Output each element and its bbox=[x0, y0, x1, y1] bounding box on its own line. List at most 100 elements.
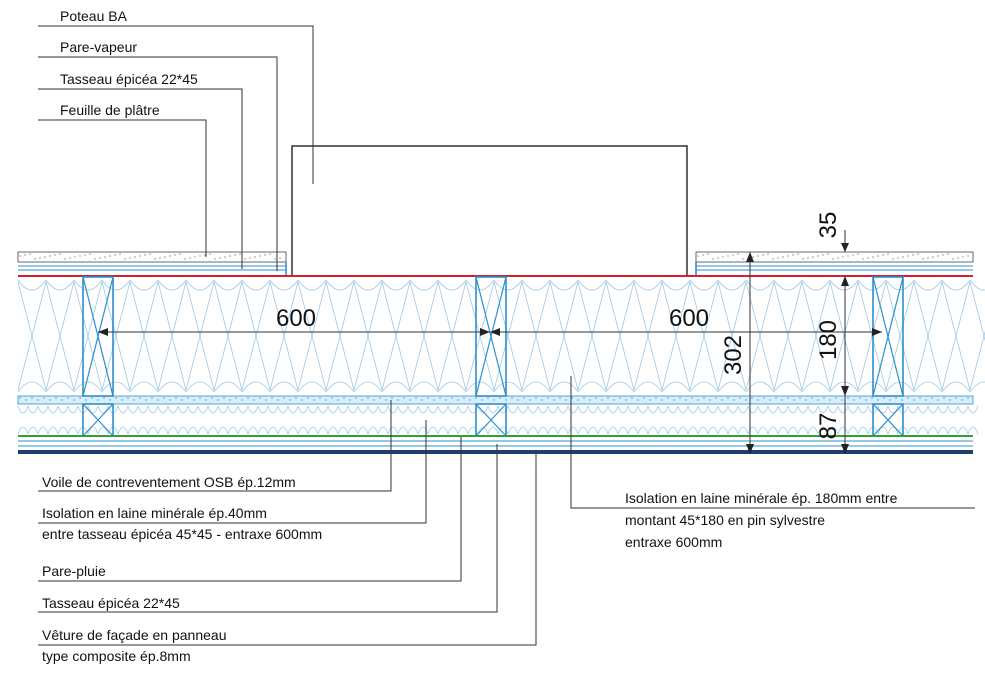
osb-speck bbox=[361, 399, 363, 401]
osb-speck bbox=[379, 397, 381, 399]
wool-loop bbox=[97, 426, 109, 435]
wool-fibre bbox=[17, 281, 47, 391]
wool-loop bbox=[101, 279, 131, 291]
osb-speck bbox=[547, 397, 549, 399]
wool-loop bbox=[633, 279, 663, 291]
plaster-speck bbox=[862, 258, 864, 260]
wool-loop bbox=[937, 405, 949, 414]
osb-speck bbox=[649, 399, 651, 401]
wool-loop bbox=[437, 405, 449, 414]
plaster-speck bbox=[239, 253, 241, 255]
outer-battens bbox=[82, 403, 904, 437]
plaster-speck bbox=[787, 255, 789, 257]
label-isolation-180-line3: entraxe 600mm bbox=[625, 534, 722, 550]
wool-loop bbox=[817, 405, 829, 414]
osb-speck bbox=[787, 397, 789, 399]
label-feuille-platre: Feuille de plâtre bbox=[60, 102, 160, 118]
osb-speck bbox=[385, 399, 387, 401]
stud-45x180 bbox=[475, 276, 507, 397]
plaster-speck bbox=[59, 253, 61, 255]
plaster-speck bbox=[214, 258, 216, 260]
osb-speck bbox=[145, 399, 147, 401]
osb-speck bbox=[397, 399, 399, 401]
osb-speck bbox=[841, 399, 843, 401]
wool-fibre bbox=[353, 281, 383, 391]
wool-loop bbox=[607, 426, 619, 435]
osb-speck bbox=[391, 397, 393, 399]
stud-cross bbox=[82, 276, 114, 397]
wool-loop bbox=[907, 426, 919, 435]
plaster-speck bbox=[777, 257, 779, 259]
osb-speck bbox=[793, 399, 795, 401]
plaster-speck bbox=[184, 258, 186, 260]
plaster-speck bbox=[44, 256, 46, 258]
wool-loop bbox=[227, 426, 239, 435]
plaster-speck bbox=[827, 253, 829, 255]
osb-speck bbox=[721, 399, 723, 401]
wool-fibre bbox=[185, 281, 215, 391]
wool-loop bbox=[409, 279, 439, 291]
wool-loop bbox=[857, 405, 869, 414]
osb-speck bbox=[151, 397, 153, 399]
plaster-speck bbox=[922, 258, 924, 260]
wool-loop bbox=[847, 405, 859, 414]
plaster-speck bbox=[189, 257, 191, 259]
wool-loop bbox=[257, 426, 269, 435]
dim-stud: 180 bbox=[815, 320, 842, 360]
wool-loop bbox=[327, 405, 339, 414]
plaster-speck bbox=[119, 253, 121, 255]
osb-speck bbox=[439, 397, 441, 399]
dim-total: 302 bbox=[720, 335, 747, 375]
wool-loop bbox=[45, 279, 75, 291]
osb-speck bbox=[553, 399, 555, 401]
osb-speck bbox=[577, 399, 579, 401]
osb-speck bbox=[199, 397, 201, 399]
osb-speck bbox=[673, 399, 675, 401]
wool-loop bbox=[727, 405, 739, 414]
wool-loop bbox=[327, 426, 339, 435]
wool-loop bbox=[745, 279, 775, 291]
wool-loop bbox=[427, 426, 439, 435]
wool-loop bbox=[605, 381, 635, 393]
wool-loop bbox=[717, 279, 747, 291]
wool-loop bbox=[185, 381, 215, 393]
label-veture-line2: type composite ép.8mm bbox=[42, 648, 191, 664]
wool-loop bbox=[217, 405, 229, 414]
osb-speck bbox=[823, 397, 825, 399]
wool-loop bbox=[241, 381, 271, 393]
wool-loop bbox=[409, 381, 439, 393]
osb-speck bbox=[241, 399, 243, 401]
osb-speck bbox=[427, 397, 429, 399]
wool-loop bbox=[137, 405, 149, 414]
dim-outer: 87 bbox=[815, 413, 842, 440]
osb-speck bbox=[265, 399, 267, 401]
wool-loop bbox=[627, 405, 639, 414]
plaster-speck bbox=[872, 256, 874, 258]
batten-cross bbox=[82, 403, 114, 437]
exterior-batten-layer bbox=[18, 440, 973, 447]
wool-loop bbox=[697, 426, 709, 435]
wool-loop bbox=[157, 381, 187, 393]
osb-speck bbox=[505, 399, 507, 401]
wool-loop bbox=[45, 381, 75, 393]
plaster-board-left bbox=[17, 251, 287, 263]
osb-speck bbox=[589, 399, 591, 401]
plaster-speck bbox=[204, 254, 206, 256]
plaster-speck bbox=[897, 257, 899, 259]
wool-loop bbox=[177, 426, 189, 435]
wool-loop bbox=[177, 405, 189, 414]
osb-speck bbox=[139, 397, 141, 399]
osb-layer bbox=[17, 395, 974, 405]
wool-loop bbox=[517, 405, 529, 414]
wool-loop bbox=[397, 426, 409, 435]
wool-loop bbox=[787, 405, 799, 414]
wool-loop bbox=[237, 426, 249, 435]
wool-loop bbox=[67, 405, 79, 414]
wool-loop bbox=[73, 279, 103, 291]
plaster-speck bbox=[892, 258, 894, 260]
osb-speck bbox=[331, 397, 333, 399]
wool-loop bbox=[857, 381, 887, 393]
label-pare-vapeur: Pare-vapeur bbox=[60, 39, 137, 55]
plaster-speck bbox=[707, 253, 709, 255]
wool-loop bbox=[287, 426, 299, 435]
